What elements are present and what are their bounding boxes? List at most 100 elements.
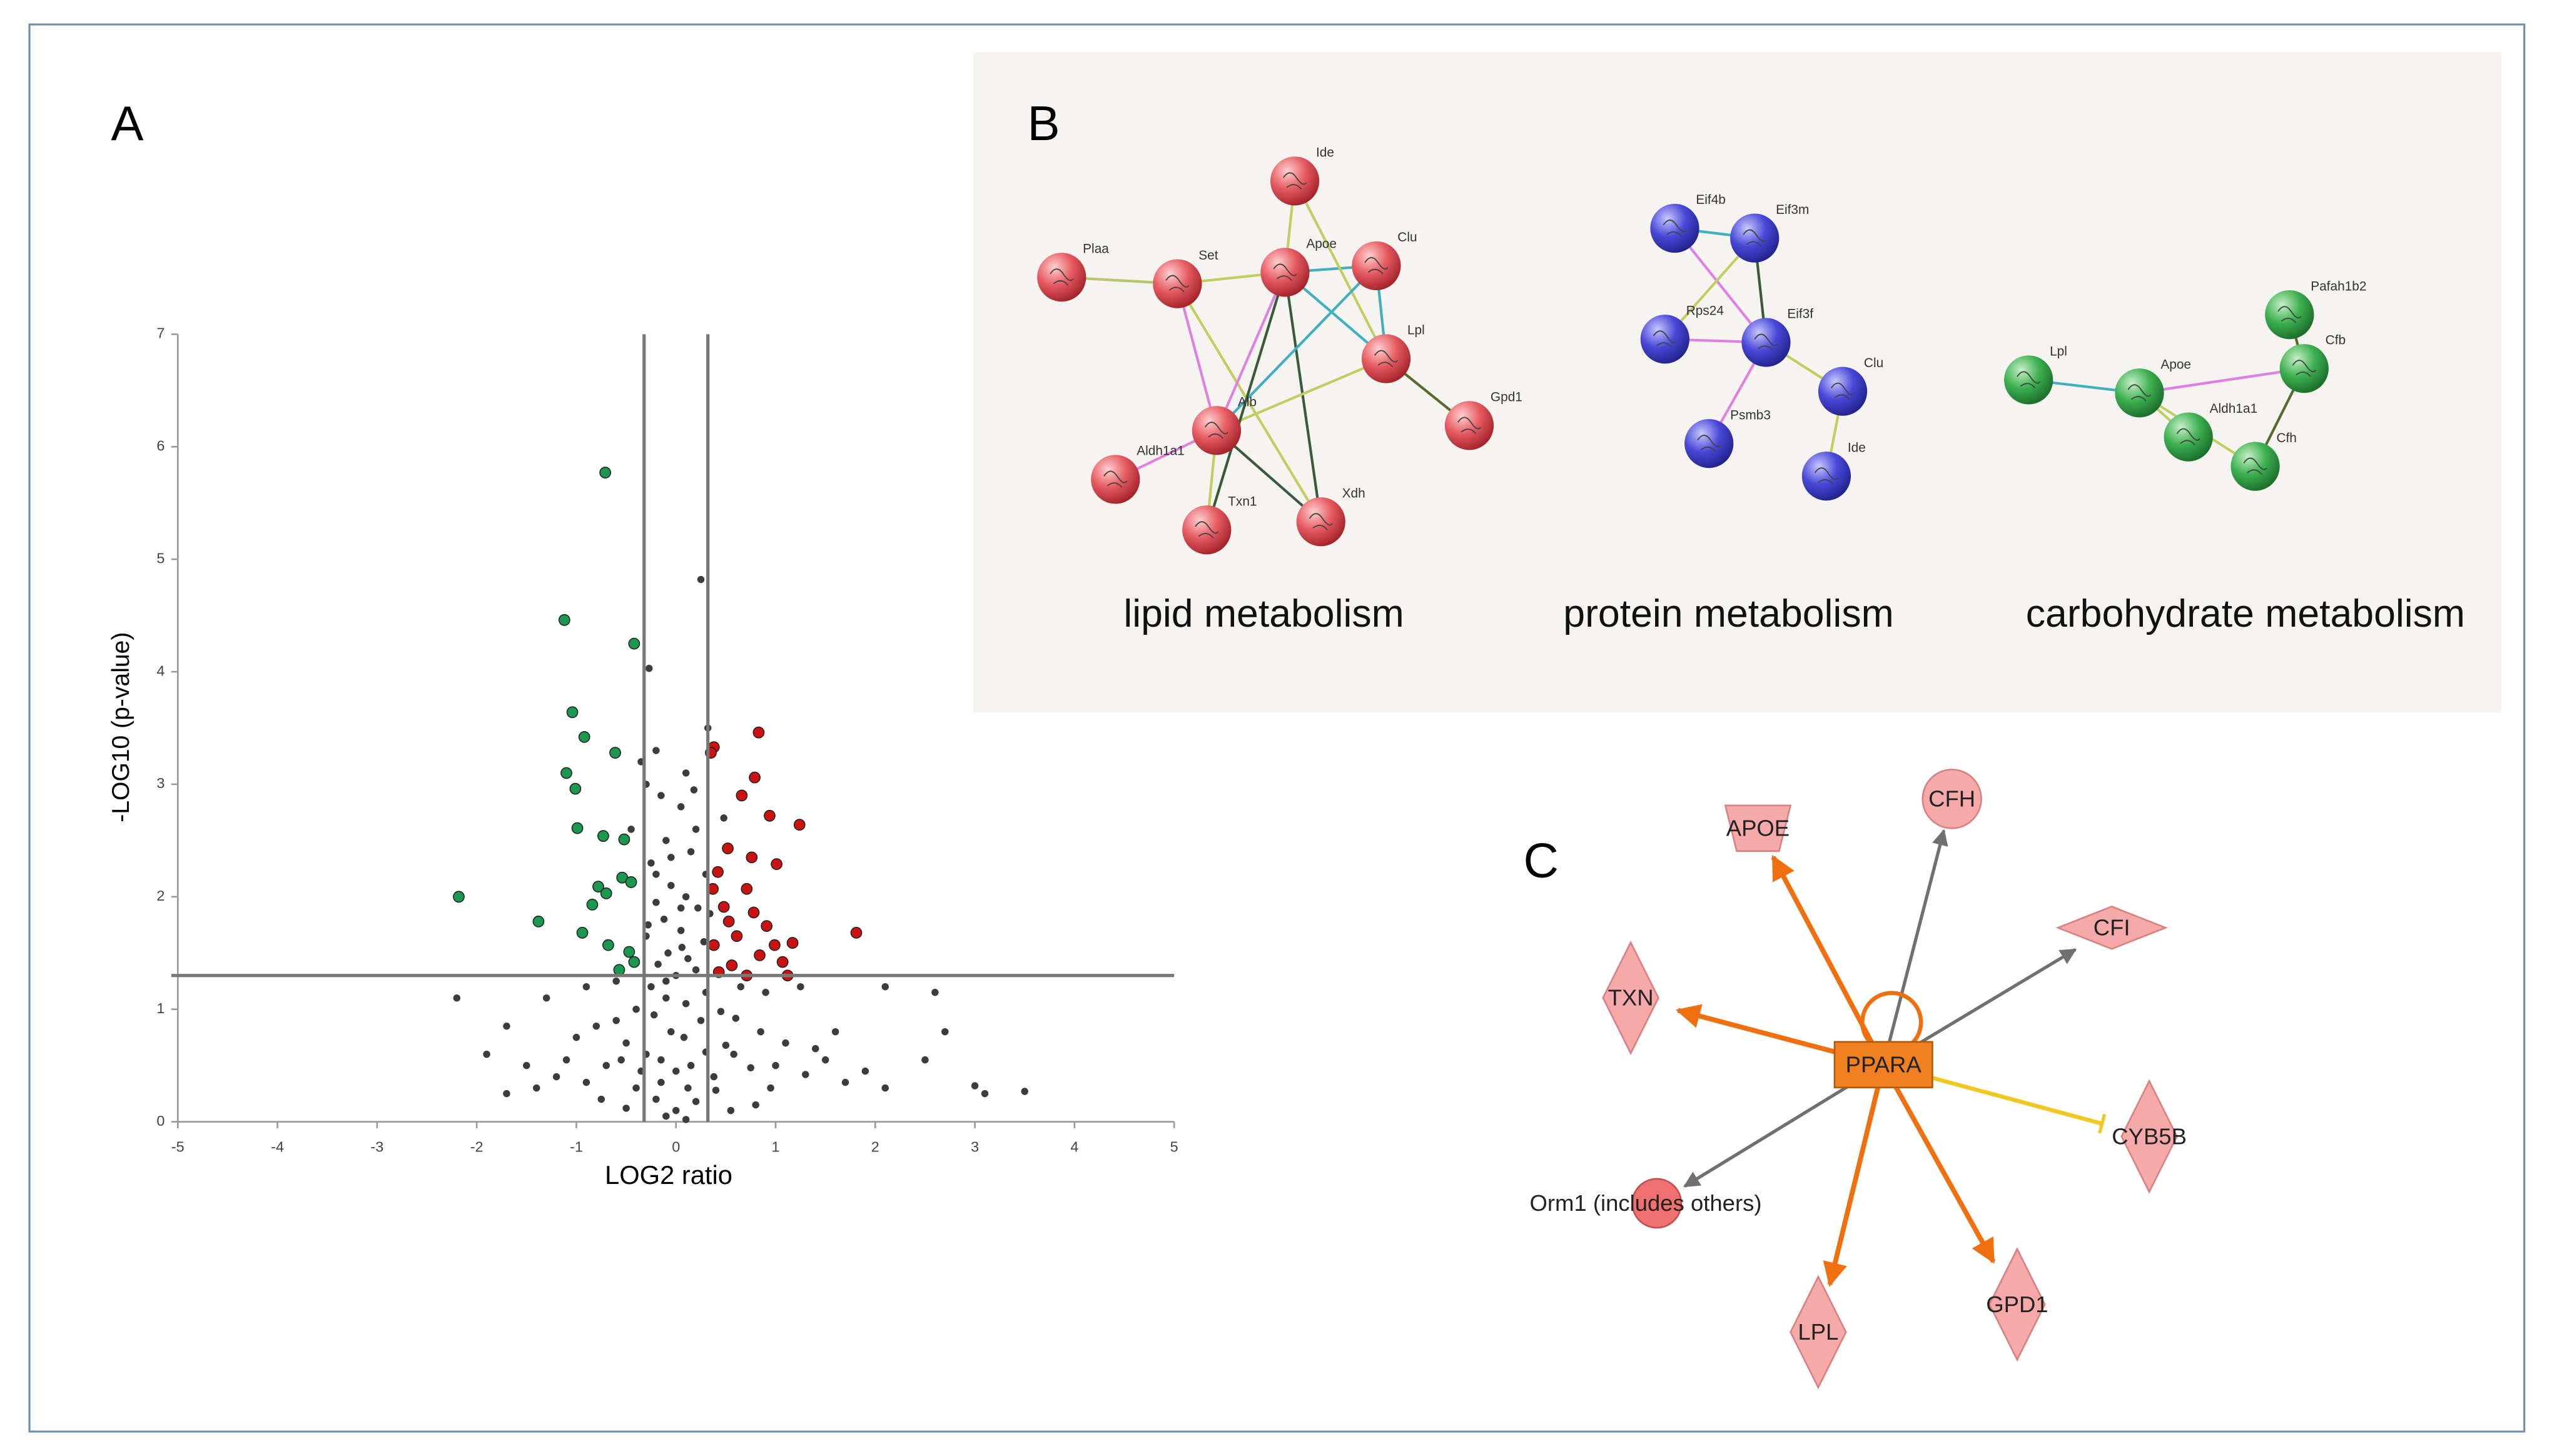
point (762, 988, 769, 996)
x-tick-label: 3 (971, 1138, 979, 1155)
node-label: Gpd1 (1491, 390, 1522, 405)
point (730, 1050, 737, 1058)
point (662, 837, 670, 844)
node-label: Eif3f (1787, 307, 1813, 321)
network-node (2230, 442, 2280, 491)
highlighted-point (707, 939, 720, 951)
point (700, 938, 708, 946)
network-node (1741, 318, 1791, 367)
point (667, 854, 675, 861)
node-label: Xdh (1342, 486, 1365, 500)
network-edge (1284, 272, 1322, 522)
highlighted-point (850, 926, 863, 939)
point (727, 1106, 735, 1115)
protein-structure (2243, 457, 2267, 475)
figure-border (28, 23, 2526, 1433)
node-shape (2120, 1079, 2178, 1194)
protein-structure (1743, 229, 1767, 247)
highlighted-point (731, 930, 743, 943)
point (697, 1016, 705, 1024)
highlighted-point (776, 956, 789, 968)
protein-structure (1195, 521, 1219, 538)
y-tick-label: 4 (156, 662, 165, 679)
node-label: Ide (1848, 440, 1866, 455)
point (757, 1028, 764, 1036)
node-shape (1724, 804, 1792, 852)
pathway-diagram: APOE CFH CFI TXN CYB5B Orm1 (includes others)… (1529, 769, 2187, 1390)
point (720, 814, 727, 822)
point (503, 1089, 510, 1098)
network-node (1182, 505, 1232, 555)
point (680, 1033, 688, 1041)
activation-edge (1771, 854, 1875, 1046)
point (582, 1078, 590, 1086)
panel-label: A (111, 96, 143, 151)
node-label: Lpl (1407, 323, 1425, 338)
network-node (1091, 455, 1140, 504)
point (657, 1056, 665, 1064)
point (647, 983, 655, 991)
network-node (1037, 253, 1086, 302)
panel-label: B (1028, 96, 1060, 151)
panel-b-background (973, 52, 2502, 713)
point (811, 1044, 819, 1053)
point (662, 1112, 670, 1120)
point (650, 1011, 658, 1019)
point (453, 994, 461, 1002)
x-axis-label: LOG2 ratio (605, 1160, 732, 1190)
network-edge (1216, 357, 1387, 432)
point (622, 1039, 630, 1047)
point (772, 1061, 779, 1069)
network-node (1352, 241, 1401, 291)
point (662, 977, 670, 985)
x-tick-label: -2 (470, 1138, 484, 1155)
node-label: Rps24 (1686, 303, 1724, 318)
point (694, 904, 702, 912)
highlighted-point (560, 767, 572, 779)
protein-structure (1309, 513, 1333, 530)
point (682, 1116, 690, 1123)
network-node (2279, 344, 2329, 393)
point (552, 1073, 560, 1081)
node-label: APOE (1726, 816, 1790, 841)
protein-structure (1653, 330, 1677, 348)
protein-structure (1814, 467, 1838, 485)
node-label: CFH (1928, 786, 1975, 812)
point (931, 988, 939, 996)
point (644, 921, 652, 929)
node-label: Aldh1a1 (1137, 444, 1185, 458)
point (572, 1033, 580, 1041)
point (597, 1095, 605, 1103)
network-edge (1205, 271, 1287, 530)
point (562, 1056, 570, 1064)
highlighted-point (793, 819, 806, 831)
highlighted-point (613, 964, 625, 976)
highlighted-point (722, 916, 735, 928)
point (690, 786, 698, 794)
point (664, 949, 672, 957)
point (687, 1061, 695, 1069)
protein-structure (1754, 333, 1778, 351)
network-node (1640, 315, 1689, 364)
network-node (1153, 259, 1202, 308)
protein-structure (1204, 422, 1228, 439)
highlighted-point (618, 833, 630, 846)
point (652, 1095, 660, 1103)
point (981, 1089, 989, 1098)
volcano-plot: 0 1 2 3 4 5 6 7 -5 -4 -3 -2 -1 0 1 2 3 4 5 (156, 325, 1178, 1155)
network-edge (1215, 265, 1377, 432)
point (672, 1067, 680, 1075)
highlighted-point (754, 949, 766, 961)
node-shape (1922, 769, 1982, 829)
x-tick-label: -4 (271, 1138, 284, 1155)
protein-structure (1050, 268, 1074, 286)
point (523, 1061, 530, 1069)
point (672, 1106, 680, 1115)
node-label: Eif3m (1776, 203, 1809, 217)
group-caption: protein metabolism (1563, 592, 1893, 635)
network-node (2265, 290, 2314, 340)
y-tick-label: 3 (156, 775, 165, 791)
highlighted-point (569, 782, 582, 795)
